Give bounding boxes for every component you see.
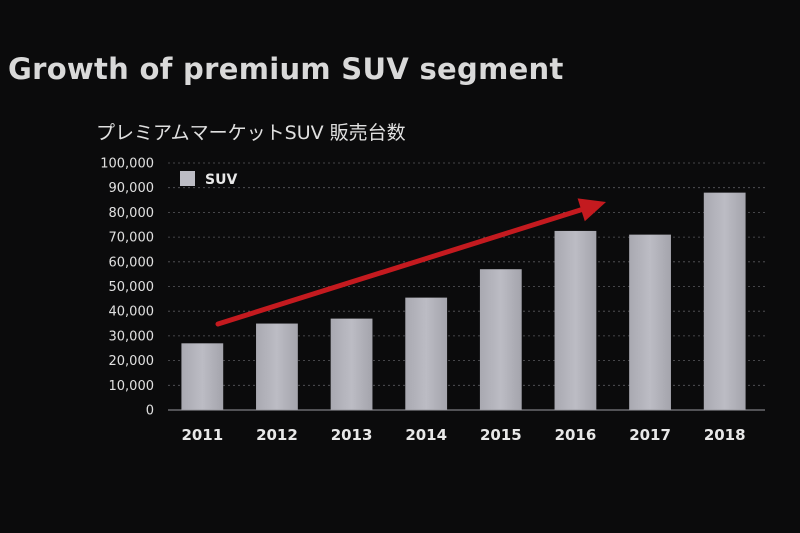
bar-2016 [554,230,597,410]
x-tick-label: 2012 [256,426,298,444]
y-axis-ticks: 0 10,000 20,000 30,000 40,000 50,000 60,000 70,… [100,157,154,419]
x-tick-label: 2011 [181,426,223,444]
y-tick-label: 10,000 [109,379,155,394]
y-tick-label: 70,000 [109,231,155,246]
legend-swatch [180,171,195,186]
bar-2012 [256,323,298,410]
y-tick-label: 0 [146,404,154,419]
y-tick-label: 20,000 [109,354,155,369]
y-tick-label: 90,000 [109,181,155,196]
x-tick-label: 2018 [704,426,746,444]
trend-arrow [215,198,606,327]
legend: SUV [180,171,237,188]
legend-label: SUV [205,172,237,188]
y-tick-label: 40,000 [109,305,155,320]
x-tick-label: 2015 [480,426,522,444]
bar-2015 [479,269,522,410]
y-tick-label: 50,000 [109,280,155,295]
x-tick-label: 2014 [405,426,447,444]
x-tick-label: 2017 [629,426,671,444]
bar-2014 [405,297,448,410]
bar-2017 [629,234,671,410]
trend-arrow-shaft [215,207,584,327]
chart-title: プレミアムマーケットSUV 販売台数 [96,122,406,144]
x-axis-labels: 2011 2012 2013 2014 2015 2016 2017 2018 [181,426,745,444]
y-tick-label: 30,000 [109,329,155,344]
bars [181,192,746,410]
slide-title: Growth of premium SUV segment [8,52,564,86]
trend-arrow-head [577,198,606,222]
bar-2013 [330,318,373,410]
bar-2011 [181,343,224,410]
y-tick-label: 80,000 [109,206,155,221]
x-tick-label: 2013 [331,426,373,444]
y-tick-label: 100,000 [100,157,154,172]
x-tick-label: 2016 [555,426,597,444]
bar-2018 [703,192,746,410]
y-tick-label: 60,000 [109,255,155,270]
